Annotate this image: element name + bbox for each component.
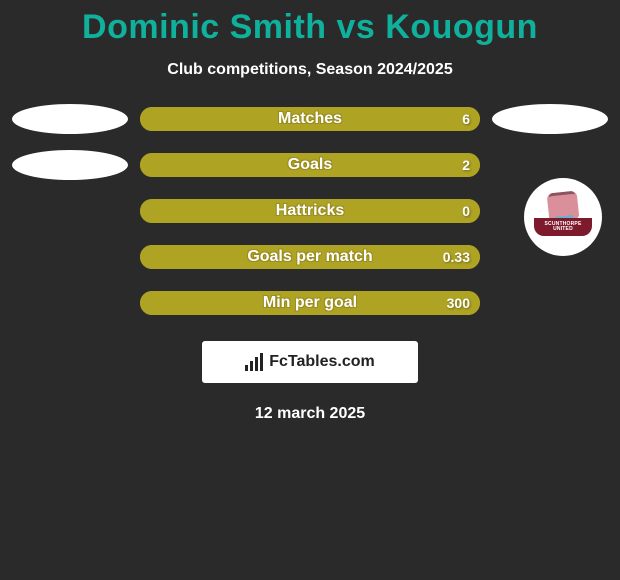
stat-bar: Matches 6 (140, 107, 480, 131)
stat-value-right: 6 (462, 111, 470, 127)
stat-row: Min per goal 300 (0, 291, 620, 315)
fist-icon (547, 191, 580, 222)
comparison-card: Dominic Smith vs Kouogun Club competitio… (0, 0, 620, 580)
club-ribbon: SCUNTHORPE UNITED (534, 218, 592, 236)
stat-bar: Goals per match 0.33 (140, 245, 480, 269)
branding-box: FcTables.com (202, 341, 418, 383)
stat-label: Goals per match (247, 248, 372, 266)
right-player-slot (480, 104, 620, 134)
stat-value-right: 0 (462, 203, 470, 219)
branding-text: FcTables.com (269, 353, 375, 371)
stat-label: Matches (278, 110, 342, 128)
stat-row: Goals 2 (0, 153, 620, 177)
left-player-slot (0, 104, 140, 134)
player-placeholder-icon (492, 104, 608, 134)
stat-bar: Hattricks 0 (140, 199, 480, 223)
stat-value-right: 300 (447, 295, 470, 311)
stat-label: Min per goal (263, 294, 357, 312)
stat-value-right: 0.33 (443, 249, 470, 265)
player-placeholder-icon (12, 104, 128, 134)
stat-label: Goals (288, 156, 332, 174)
club-badge-icon: SCUNTHORPE UNITED (534, 188, 592, 246)
page-title: Dominic Smith vs Kouogun (0, 8, 620, 47)
subtitle: Club competitions, Season 2024/2025 (0, 61, 620, 79)
stat-label: Hattricks (276, 202, 344, 220)
date-label: 12 march 2025 (0, 405, 620, 423)
bar-chart-icon (245, 353, 263, 371)
stat-bar: Min per goal 300 (140, 291, 480, 315)
stat-bar: Goals 2 (140, 153, 480, 177)
stat-row: Matches 6 (0, 107, 620, 131)
right-club-badge-wrap: SCUNTHORPE UNITED (524, 178, 602, 256)
player-placeholder-icon (12, 150, 128, 180)
left-player-slot (0, 150, 140, 180)
club-badge-circle: SCUNTHORPE UNITED (524, 178, 602, 256)
stat-value-right: 2 (462, 157, 470, 173)
